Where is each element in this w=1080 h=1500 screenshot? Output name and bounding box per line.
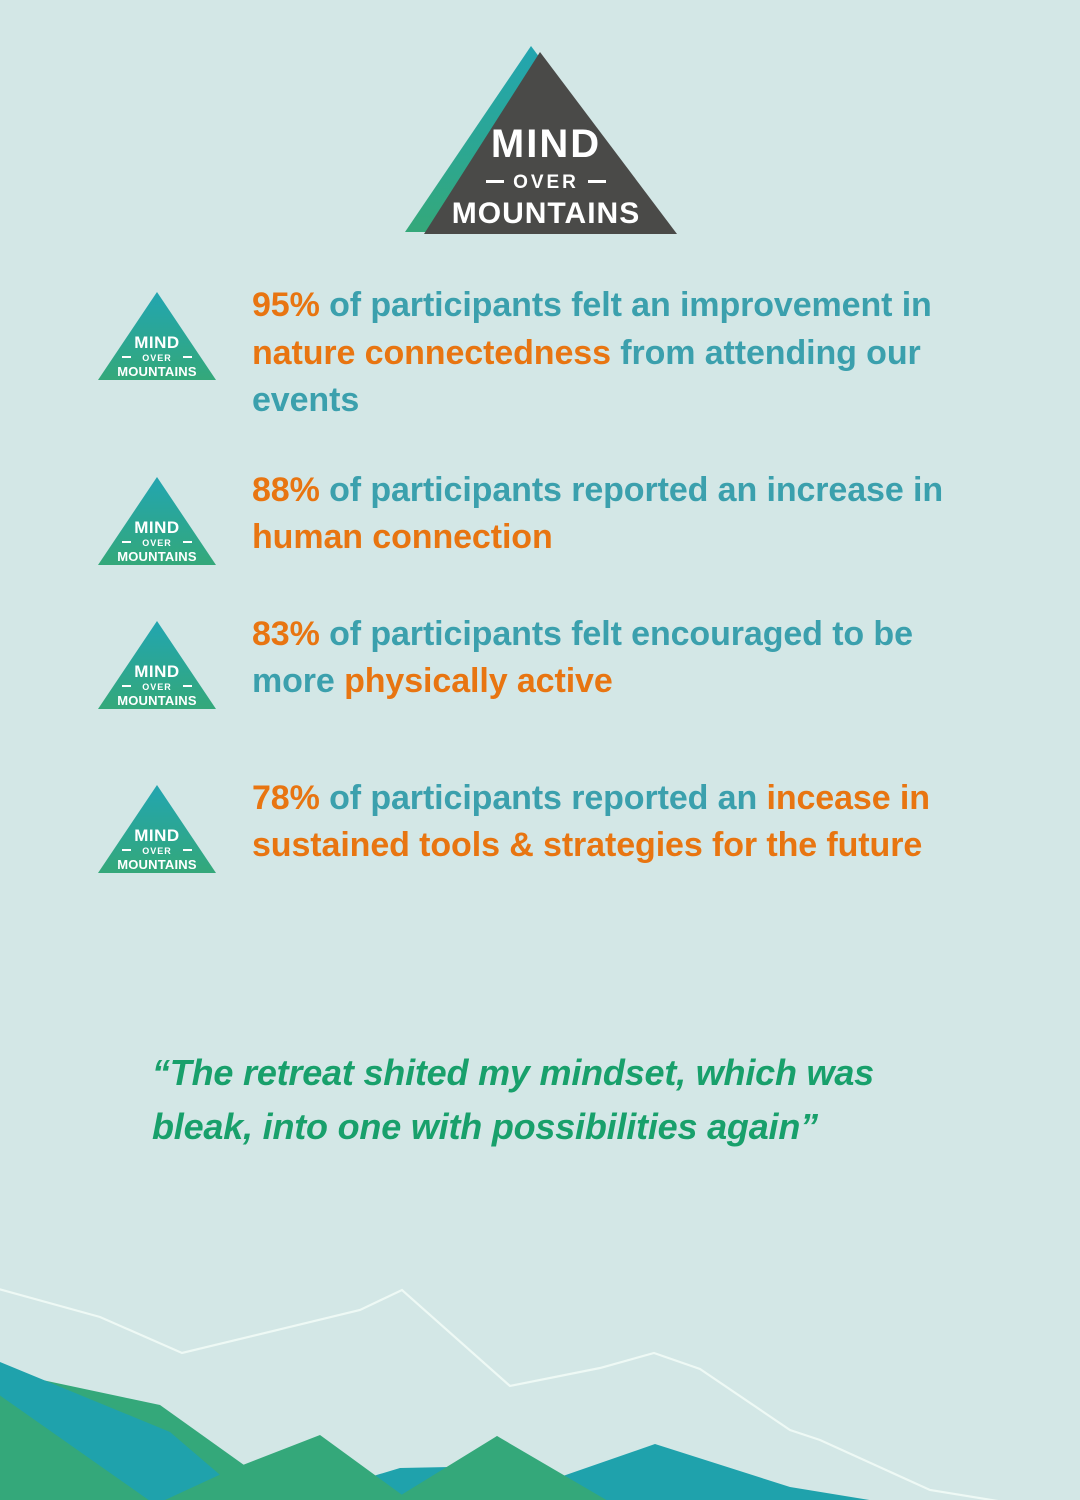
stat-accent-text: nature connectedness	[252, 333, 611, 372]
mind-over-mountains-triangle-icon: MIND OVER MOUNTAINS	[96, 617, 218, 713]
svg-text:OVER: OVER	[142, 538, 172, 548]
logo-line-mountains: MOUNTAINS	[452, 197, 640, 230]
mountain-center-peak-green-skirt	[393, 1436, 607, 1500]
stat-accent-text: 78%	[252, 778, 320, 817]
mountain-layer-teal	[0, 1362, 870, 1500]
stat-text-2: 88% of participants reported an increase…	[252, 467, 982, 562]
mind-over-mountains-logo: MIND OVER MOUNTAINS	[405, 46, 677, 234]
svg-text:MIND: MIND	[134, 826, 179, 845]
logo-wordmark: MIND OVER MOUNTAINS	[452, 122, 640, 230]
logo-dash-left	[486, 180, 504, 183]
stat-item-4: MIND OVER MOUNTAINS 78% of participants …	[0, 775, 1080, 877]
stat-item-3: MIND OVER MOUNTAINS 83% of participants …	[0, 611, 1080, 713]
mind-over-mountains-triangle-icon: MIND OVER MOUNTAINS	[96, 288, 218, 384]
stat-item-1: MIND OVER MOUNTAINS 95% of participants …	[0, 282, 1080, 425]
mountain-layer-green-left-foot	[165, 1435, 410, 1500]
svg-text:MOUNTAINS: MOUNTAINS	[117, 857, 197, 872]
mountain-center-peak-green	[428, 1436, 589, 1500]
stat-text-1: 95% of participants felt an improvement …	[252, 282, 982, 425]
logo-line-over: OVER	[513, 172, 579, 193]
svg-text:OVER: OVER	[142, 353, 172, 363]
stat-item-2: MIND OVER MOUNTAINS 88% of participants …	[0, 467, 1080, 569]
mind-over-mountains-triangle-icon: MIND OVER MOUNTAINS	[96, 781, 218, 877]
svg-text:OVER: OVER	[142, 682, 172, 692]
svg-text:MOUNTAINS: MOUNTAINS	[117, 364, 197, 379]
header-logo-block: MIND OVER MOUNTAINS	[0, 40, 1080, 240]
svg-text:MIND: MIND	[134, 518, 179, 537]
stat-accent-text: 95%	[252, 286, 320, 324]
stat-body-text: from attending our events	[252, 333, 921, 420]
testimonial-quote: “The retreat shited my mindset, which wa…	[152, 1052, 874, 1147]
stat-body-text: of participants reported an increase in	[319, 470, 944, 509]
stat-accent-text: physically active	[344, 662, 613, 701]
stat-accent-text: human connection	[252, 518, 553, 557]
svg-text:MOUNTAINS: MOUNTAINS	[117, 549, 197, 564]
outline-ridge-path	[0, 1288, 999, 1500]
logo-dash-right	[588, 180, 606, 183]
stat-body-text: of participants reported an	[319, 778, 767, 817]
stat-body-text: of participants felt an improvement in	[319, 286, 932, 324]
stat-text-3: 83% of participants felt encouraged to b…	[252, 611, 982, 706]
svg-text:MIND: MIND	[134, 662, 179, 681]
logo-line-mind: MIND	[491, 122, 601, 166]
svg-text:MIND: MIND	[134, 333, 179, 352]
mountain-layer-green-front	[0, 1395, 149, 1500]
svg-text:MOUNTAINS: MOUNTAINS	[117, 693, 197, 708]
stat-accent-text: 88%	[252, 470, 320, 509]
stat-accent-text: 83%	[252, 614, 320, 653]
svg-text:OVER: OVER	[142, 846, 172, 856]
mountain-layer-green-rear	[0, 1371, 293, 1500]
stat-accent-text: incease in sustained tools & strategies …	[252, 778, 930, 865]
stat-text-4: 78% of participants reported an incease …	[252, 775, 982, 870]
mind-over-mountains-triangle-icon: MIND OVER MOUNTAINS	[96, 473, 218, 569]
stat-body-text: of participants felt encouraged to be mo…	[252, 614, 913, 701]
logo-dark-triangle	[424, 52, 677, 234]
stats-list: MIND OVER MOUNTAINS 95% of participants …	[0, 282, 1080, 899]
